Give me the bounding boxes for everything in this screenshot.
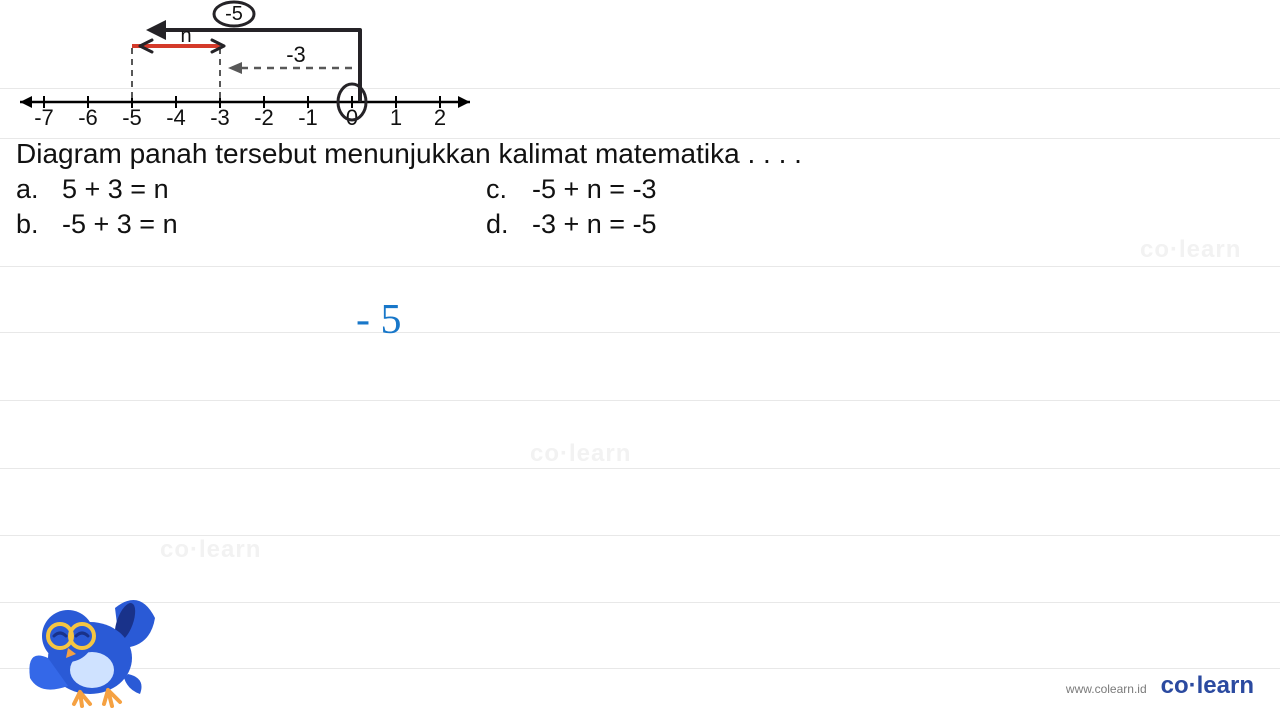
answer-options: a. 5 + 3 = n c. -5 + n = -3 b. -5 + 3 = … <box>16 174 916 244</box>
brand-url: www.colearn.id <box>1066 682 1147 696</box>
svg-text:-3: -3 <box>210 105 230 130</box>
option-d-letter: d. <box>486 209 532 240</box>
option-a-text: 5 + 3 = n <box>62 174 169 205</box>
svg-text:-5: -5 <box>225 3 243 25</box>
handwritten-answer: - 5 <box>356 296 402 344</box>
question-text: Diagram panah tersebut menunjukkan kalim… <box>16 138 802 170</box>
option-c-text: -5 + n = -3 <box>532 174 657 205</box>
svg-text:-1: -1 <box>298 105 318 130</box>
watermark: co·learn <box>160 536 261 564</box>
svg-text:-2: -2 <box>254 105 274 130</box>
svg-text:1: 1 <box>390 105 402 130</box>
watermark: co·learn <box>1140 236 1241 264</box>
number-line-diagram: -7 -6 -5 -4 -3 -2 -1 0 1 2 -5 -3 n <box>10 0 510 130</box>
watermark: co·learn <box>530 440 631 468</box>
svg-text:0: 0 <box>346 105 358 130</box>
mascot-icon <box>20 578 170 708</box>
option-b-text: -5 + 3 = n <box>62 209 178 240</box>
option-a-letter: a. <box>16 174 62 205</box>
svg-text:2: 2 <box>434 105 446 130</box>
option-c-letter: c. <box>486 174 532 205</box>
svg-text:-3: -3 <box>286 42 306 67</box>
option-b-letter: b. <box>16 209 62 240</box>
svg-text:n: n <box>180 25 191 47</box>
svg-text:-7: -7 <box>34 105 54 130</box>
brand-logo: co·learn <box>1161 672 1254 700</box>
svg-text:-6: -6 <box>78 105 98 130</box>
brand-area: www.colearn.id co·learn <box>1066 672 1254 700</box>
option-d-text: -3 + n = -5 <box>532 209 657 240</box>
svg-text:-4: -4 <box>166 105 186 130</box>
svg-text:-5: -5 <box>122 105 142 130</box>
